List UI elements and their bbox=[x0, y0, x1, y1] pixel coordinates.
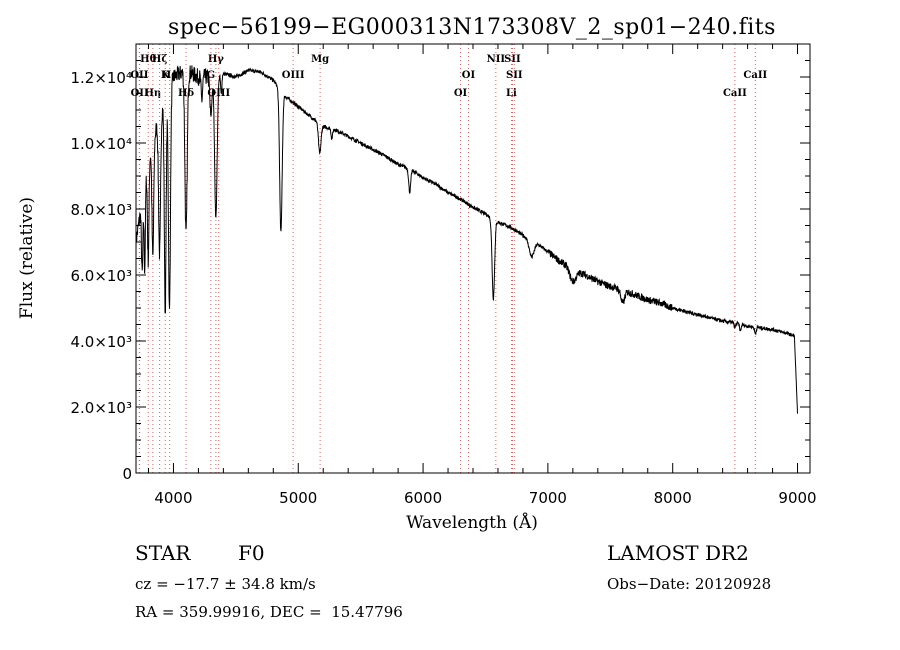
line-marker-label-6: K bbox=[161, 70, 170, 81]
spectrum-chart: spec−56199−EG000313N173308V_2_sp01−240.f… bbox=[17, 15, 817, 533]
line-marker-label-0: Hθ bbox=[140, 54, 156, 65]
y-tick-label-2: 4.0×10³ bbox=[70, 333, 132, 351]
line-marker-label-4: Hζ bbox=[152, 54, 167, 65]
line-marker-label-11: OIII bbox=[282, 70, 305, 81]
line-marker-label-7: Hδ bbox=[178, 88, 194, 99]
plot-frame bbox=[135, 43, 811, 474]
spectrum-line bbox=[135, 65, 798, 414]
y-tick-label-4: 8.0×10³ bbox=[70, 201, 132, 219]
chart-title: spec−56199−EG000313N173308V_2_sp01−240.f… bbox=[168, 15, 776, 40]
x-tick-label-2: 6000 bbox=[404, 489, 442, 507]
x-tick-label-4: 8000 bbox=[654, 489, 692, 507]
spectrum-series bbox=[135, 65, 798, 414]
line-marker-label-15: NII bbox=[487, 54, 506, 65]
obs-date-readout: Obs−Date: 20120928 bbox=[607, 575, 772, 593]
line-marker-label-3: Hη bbox=[144, 88, 161, 99]
x-tick-label-5: 9000 bbox=[778, 489, 816, 507]
x-tick-label-3: 7000 bbox=[529, 489, 567, 507]
x-axis-label: Wavelength (Å) bbox=[406, 512, 538, 533]
line-marker-label-16: SII bbox=[504, 54, 521, 65]
cz-readout: cz = −17.7 ± 34.8 km/s bbox=[135, 575, 316, 593]
line-marker-label-17: SII bbox=[506, 70, 523, 81]
y-tick-label-1: 2.0×10³ bbox=[70, 399, 132, 417]
class-label: STAR bbox=[135, 541, 191, 565]
line-marker-label-14: OI bbox=[462, 70, 476, 81]
line-marker-label-20: CaII bbox=[743, 70, 767, 81]
y-tick-label-0: 0 bbox=[122, 465, 132, 483]
line-marker-label-9: G bbox=[207, 70, 216, 81]
line-marker-label-5: He bbox=[162, 70, 178, 81]
line-marker-label-8: Hγ bbox=[208, 54, 224, 65]
y-axis: 0 2.0×10³ 4.0×10³ 6.0×10³ 8.0×10³ 1.0×10⁴ 1.2×… bbox=[70, 60, 810, 483]
line-marker-label-13: OI bbox=[454, 88, 468, 99]
y-tick-label-3: 6.0×10³ bbox=[70, 267, 132, 285]
x-tick-label-1: 5000 bbox=[279, 489, 317, 507]
subclass-label: F0 bbox=[238, 541, 265, 565]
x-axis: 4000 5000 6000 7000 8000 9000 bbox=[147, 44, 817, 507]
y-tick-label-5: 1.0×10⁴ bbox=[70, 135, 132, 153]
survey-label: LAMOST DR2 bbox=[607, 541, 749, 565]
line-marker-label-12: Mg bbox=[311, 54, 329, 65]
line-marker-label-1: OII bbox=[130, 70, 148, 81]
line-marker-label-10: OIII bbox=[207, 88, 230, 99]
line-marker-label-18: Li bbox=[506, 88, 517, 99]
y-tick-label-6: 1.2×10⁴ bbox=[70, 69, 132, 87]
y-axis-label: Flux (relative) bbox=[17, 197, 37, 319]
radec-readout: RA = 359.99916, DEC = 15.47796 bbox=[135, 603, 403, 621]
line-marker-label-19: CaII bbox=[723, 88, 747, 99]
x-tick-label-0: 4000 bbox=[154, 489, 192, 507]
